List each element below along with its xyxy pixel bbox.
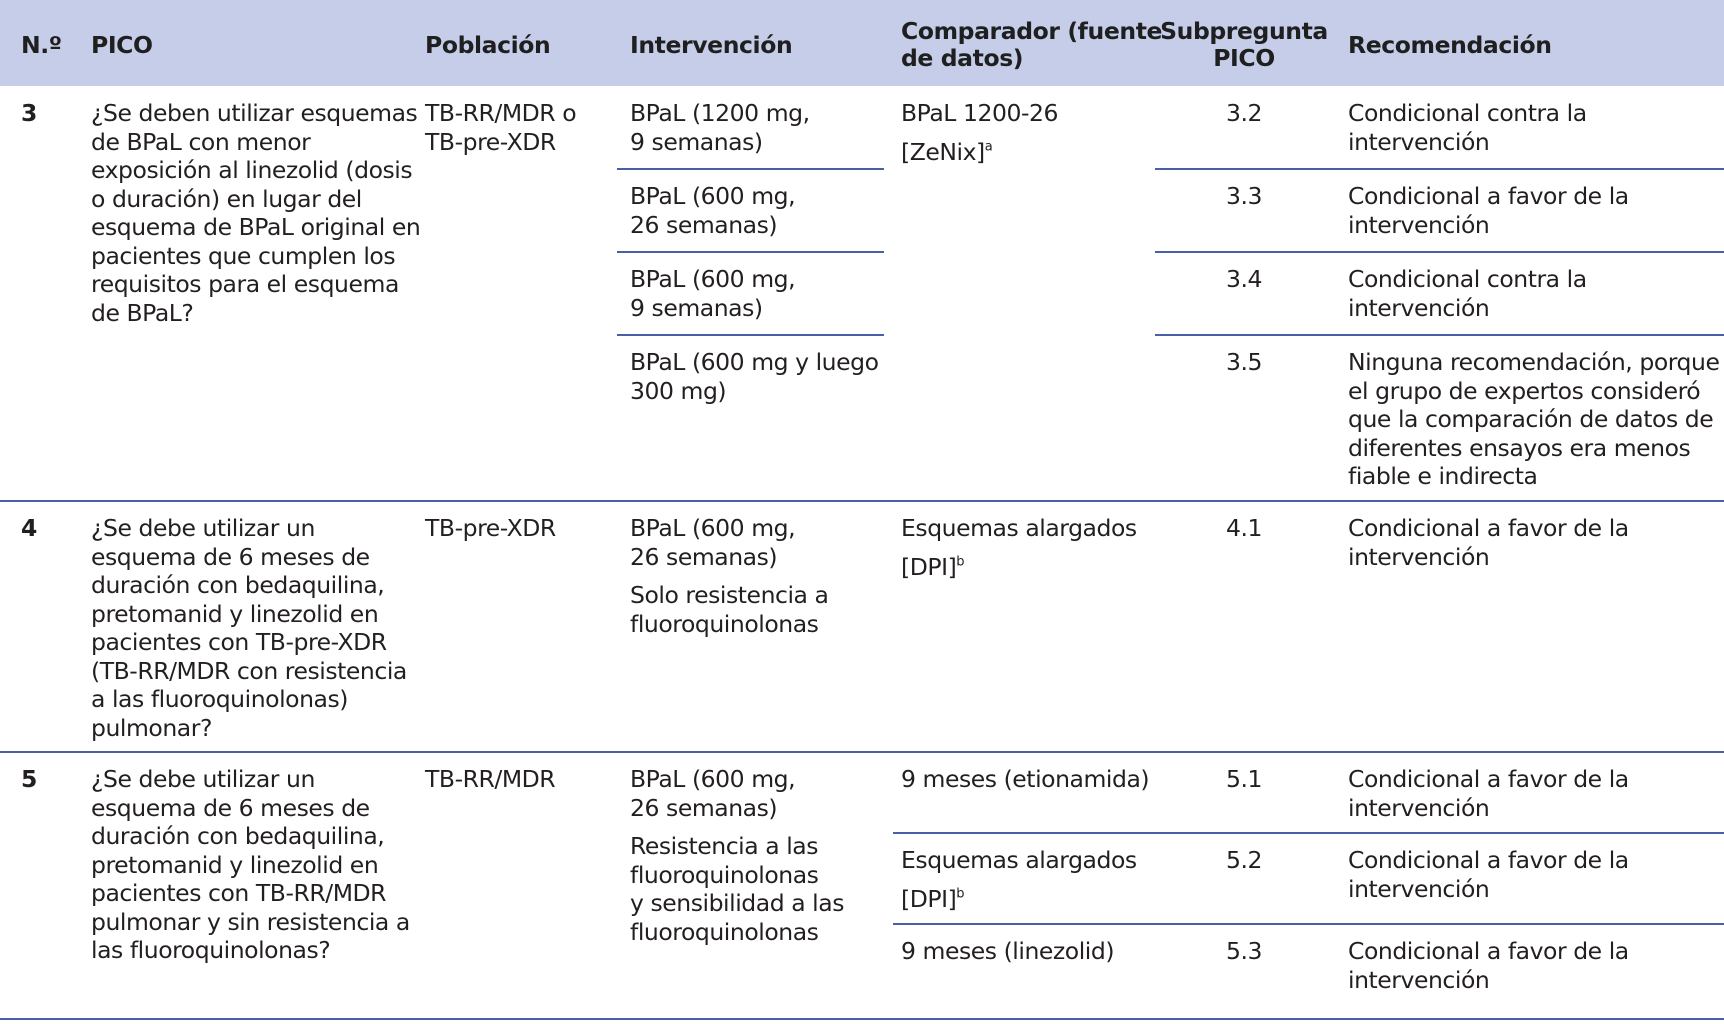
- row-4-subpregunta: 4.1: [1225, 514, 1263, 542]
- row-3-subpregunta-2: 3.3: [1225, 182, 1263, 210]
- row-5-pico: ¿Se debe utilizar un esquema de 6 meses …: [91, 765, 410, 964]
- row-3-recomendacion-divider: [1155, 251, 1724, 253]
- row-5-recomendacion-2: Condicional a favor de la intervención: [1348, 846, 1629, 903]
- header-intervencion: Intervención: [630, 31, 793, 59]
- row-3-recomendacion-divider: [1155, 334, 1724, 336]
- row-4-comparador: Esquemas alargados: [901, 514, 1137, 542]
- header-recomendacion: Recomendación: [1348, 31, 1552, 59]
- row-separator: [0, 500, 1724, 502]
- row-5-comparador-divider: [893, 923, 1724, 925]
- table-header: [0, 0, 1724, 86]
- header-pico: PICO: [91, 31, 153, 59]
- table-bottom-rule: [0, 1018, 1724, 1020]
- row-4-comparador-source: [DPI]b: [901, 553, 965, 581]
- row-5-intervencion: BPaL (600 mg, 26 semanas): [630, 765, 796, 822]
- row-4-number: 4: [21, 514, 37, 542]
- row-5-recomendacion-3: Condicional a favor de la intervención: [1348, 937, 1629, 994]
- header-num: N.º: [21, 31, 62, 59]
- row-4-pico: ¿Se debe utilizar un esquema de 6 meses …: [91, 514, 407, 742]
- header-comparador: Comparador (fuente de datos): [901, 17, 1163, 72]
- row-3-intervencion-divider: [617, 334, 884, 336]
- row-5-comparador-2: Esquemas alargados: [901, 846, 1137, 874]
- row-3-pico: ¿Se deben utilizar esquemas de BPaL con …: [91, 99, 421, 327]
- row-4-poblacion: TB-pre-XDR: [425, 514, 556, 542]
- row-3-subpregunta-4: 3.5: [1225, 348, 1263, 376]
- row-3-comparador: BPaL 1200-26: [901, 99, 1058, 127]
- row-5-subpregunta-3: 5.3: [1225, 937, 1263, 965]
- row-4-intervencion: BPaL (600 mg, 26 semanas): [630, 514, 796, 571]
- row-5-subpregunta-1: 5.1: [1225, 765, 1263, 793]
- row-3-intervencion-2: BPaL (600 mg, 26 semanas): [630, 182, 796, 239]
- row-3-number: 3: [21, 99, 37, 127]
- row-5-comparador-3: 9 meses (linezolid): [901, 937, 1115, 965]
- row-5-number: 5: [21, 765, 37, 793]
- row-3-intervencion-3: BPaL (600 mg, 9 semanas): [630, 265, 796, 322]
- row-3-subpregunta-3: 3.4: [1225, 265, 1263, 293]
- row-3-recomendacion-3: Condicional contra la intervención: [1348, 265, 1587, 322]
- header-subpregunta: Subpregunta PICO: [1160, 17, 1328, 72]
- row-3-intervencion-divider: [617, 168, 884, 170]
- row-separator: [0, 751, 1724, 753]
- row-5-comparador-2-source: [DPI]b: [901, 885, 965, 913]
- row-3-subpregunta-1: 3.2: [1225, 99, 1263, 127]
- row-3-intervencion-4: BPaL (600 mg y luego 300 mg): [630, 348, 879, 405]
- row-5-comparador-1: 9 meses (etionamida): [901, 765, 1150, 793]
- row-5-poblacion: TB-RR/MDR: [425, 765, 556, 793]
- row-4-recomendacion: Condicional a favor de la intervención: [1348, 514, 1629, 571]
- row-3-recomendacion-4: Ninguna recomendación, porque el grupo d…: [1348, 348, 1720, 490]
- row-5-intervencion-note: Resistencia a las fluoroquinolonas y sen…: [630, 832, 844, 946]
- row-3-intervencion-1: BPaL (1200 mg, 9 semanas): [630, 99, 810, 156]
- row-3-recomendacion-1: Condicional contra la intervención: [1348, 99, 1587, 156]
- row-3-poblacion: TB-RR/MDR o TB-pre-XDR: [425, 99, 577, 156]
- row-4-intervencion-note: Solo resistencia a fluoroquinolonas: [630, 581, 829, 638]
- row-5-comparador-divider: [893, 832, 1724, 834]
- row-3-comparador-source: [ZeNix]a: [901, 138, 993, 166]
- header-poblacion: Población: [425, 31, 551, 59]
- row-3-recomendacion-2: Condicional a favor de la intervención: [1348, 182, 1629, 239]
- row-5-recomendacion-1: Condicional a favor de la intervención: [1348, 765, 1629, 822]
- row-5-subpregunta-2: 5.2: [1225, 846, 1263, 874]
- row-3-intervencion-divider: [617, 251, 884, 253]
- row-3-recomendacion-divider: [1155, 168, 1724, 170]
